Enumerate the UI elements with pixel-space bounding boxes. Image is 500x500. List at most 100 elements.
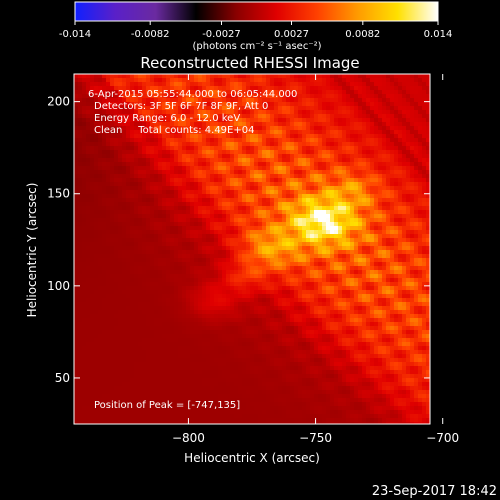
heatmap-cell — [278, 94, 283, 99]
heatmap-cell — [234, 226, 239, 231]
heatmap-cell — [354, 126, 359, 131]
heatmap-cell — [266, 202, 271, 207]
heatmap-cell — [310, 210, 315, 215]
heatmap-cell — [130, 230, 135, 235]
heatmap-cell — [238, 150, 243, 155]
heatmap-cell — [178, 258, 183, 263]
heatmap-cell — [362, 218, 367, 223]
heatmap-cell — [366, 218, 371, 223]
heatmap-cell — [378, 90, 383, 95]
heatmap-cell — [134, 274, 139, 279]
heatmap-cell — [302, 162, 307, 167]
heatmap-cell — [158, 262, 163, 267]
heatmap-cell — [422, 98, 427, 103]
heatmap-cell — [278, 290, 283, 295]
heatmap-cell — [386, 162, 391, 167]
heatmap-cell — [182, 214, 187, 219]
heatmap-cell — [130, 178, 135, 183]
heatmap-cell — [338, 142, 343, 147]
heatmap-cell — [394, 266, 399, 271]
heatmap-cell — [402, 282, 407, 287]
heatmap-cell — [414, 230, 419, 235]
heatmap-cell — [294, 106, 299, 111]
heatmap-cell — [270, 202, 275, 207]
heatmap-cell — [126, 150, 131, 155]
heatmap-cell — [330, 182, 335, 187]
heatmap-cell — [110, 278, 115, 283]
heatmap-cell — [262, 122, 267, 127]
heatmap-cell — [74, 102, 79, 107]
heatmap-cell — [422, 202, 427, 207]
heatmap-cell — [162, 142, 167, 147]
heatmap-cell — [314, 166, 319, 171]
heatmap-cell — [386, 98, 391, 103]
heatmap-cell — [346, 198, 351, 203]
heatmap-cell — [122, 106, 127, 111]
heatmap-cell — [230, 78, 235, 83]
heatmap-cell — [254, 82, 259, 87]
heatmap-cell — [226, 110, 231, 115]
heatmap-cell — [102, 206, 107, 211]
heatmap-cell — [78, 90, 83, 95]
heatmap-cell — [210, 138, 215, 143]
heatmap-cell — [122, 222, 127, 227]
heatmap-cell — [86, 198, 91, 203]
heatmap-cell — [298, 154, 303, 159]
heatmap-cell — [350, 294, 355, 299]
heatmap-cell — [390, 270, 395, 275]
heatmap-cell — [270, 274, 275, 279]
heatmap-cell — [402, 214, 407, 219]
heatmap-cell — [254, 230, 259, 235]
heatmap-cell — [98, 162, 103, 167]
heatmap-cell — [170, 178, 175, 183]
heatmap-cell — [346, 138, 351, 143]
heatmap-cell — [362, 150, 367, 155]
heatmap-cell — [422, 110, 427, 115]
heatmap-cell — [206, 286, 211, 291]
heatmap-cell — [114, 222, 119, 227]
heatmap-cell — [222, 78, 227, 83]
heatmap-cell — [322, 222, 327, 227]
heatmap-cell — [278, 146, 283, 151]
heatmap-cell — [246, 218, 251, 223]
heatmap-cell — [186, 114, 191, 119]
heatmap-cell — [226, 174, 231, 179]
heatmap-cell — [306, 78, 311, 83]
heatmap-cell — [330, 74, 335, 79]
heatmap-cell — [426, 82, 430, 87]
heatmap-cell — [158, 74, 163, 79]
heatmap-cell — [210, 278, 215, 283]
heatmap-cell — [294, 134, 299, 139]
heatmap-cell — [202, 278, 207, 283]
heatmap-cell — [326, 242, 331, 247]
heatmap-cell — [422, 186, 427, 191]
heatmap-cell — [114, 178, 119, 183]
heatmap-cell — [106, 230, 111, 235]
heatmap-cell — [342, 234, 347, 239]
heatmap-cell — [302, 114, 307, 119]
heatmap-cell — [298, 182, 303, 187]
heatmap-cell — [162, 186, 167, 191]
heatmap-cell — [130, 126, 135, 131]
heatmap-cell — [250, 242, 255, 247]
heatmap-cell — [142, 254, 147, 259]
heatmap-cell — [214, 158, 219, 163]
heatmap-cell — [314, 154, 319, 159]
heatmap-cell — [314, 122, 319, 127]
heatmap-cell — [222, 90, 227, 95]
heatmap-cell — [286, 150, 291, 155]
heatmap-cell — [270, 182, 275, 187]
heatmap-cell — [406, 198, 411, 203]
heatmap-cell — [158, 214, 163, 219]
heatmap-cell — [382, 234, 387, 239]
heatmap-cell — [166, 202, 171, 207]
heatmap-cell — [246, 226, 251, 231]
heatmap-cell — [182, 102, 187, 107]
heatmap-cell — [202, 242, 207, 247]
heatmap-cell — [106, 234, 111, 239]
heatmap-cell — [214, 262, 219, 267]
heatmap-cell — [258, 194, 263, 199]
heatmap-cell — [326, 78, 331, 83]
heatmap-cell — [262, 186, 267, 191]
heatmap-cell — [246, 110, 251, 115]
